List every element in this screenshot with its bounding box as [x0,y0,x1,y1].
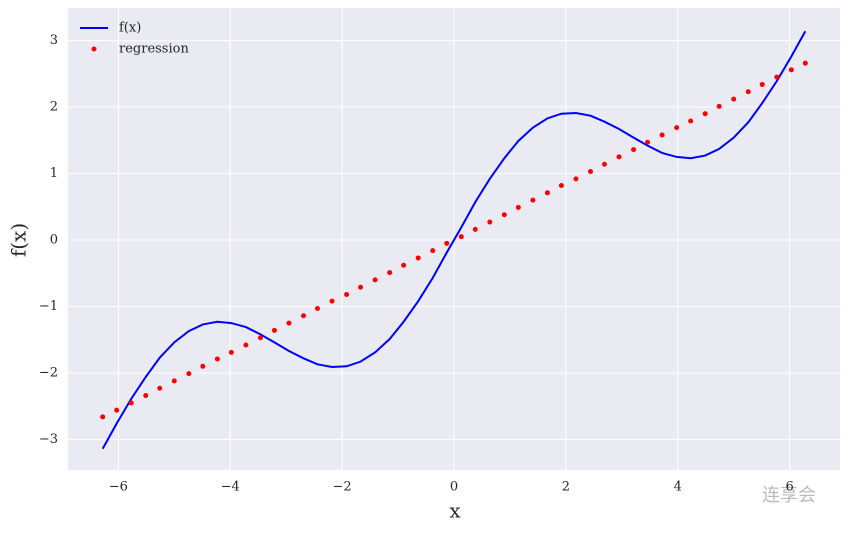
y-tick-label: 1 [50,166,58,181]
y-tick-label: 3 [50,33,58,48]
regression-point [573,176,579,182]
regression-point [171,378,177,384]
regression-point [214,356,220,362]
x-tick-label: 2 [562,480,570,495]
regression-point [487,219,493,225]
regression-point [788,67,794,73]
y-tick-label: 0 [50,232,58,247]
regression-point [530,197,536,203]
x-axis-title: x [449,499,461,523]
regression-point [128,400,134,406]
regression-point [659,132,665,138]
regression-point [329,298,335,304]
regression-point [745,89,751,95]
regression-point [257,335,263,341]
regression-point [458,234,464,240]
y-tick-label: −2 [39,365,58,380]
regression-point [344,292,350,298]
legend-label: f(x) [119,21,141,36]
regression-point [688,118,694,124]
regression-point [301,313,307,319]
regression-point [372,277,378,283]
regression-point [587,169,593,175]
regression-point [358,284,364,290]
regression-point [759,81,765,87]
regression-point [702,111,708,117]
regression-point [716,103,722,109]
regression-point [286,320,292,326]
regression-point [387,270,393,276]
x-tick-label: 0 [450,480,458,495]
regression-point [114,407,120,413]
regression-point [444,240,450,246]
regression-point [731,96,737,102]
regression-point [645,139,651,145]
line-series [101,30,807,450]
regression-point [100,414,106,420]
legend-swatch [91,46,97,52]
x-tick-label: 6 [786,480,794,495]
regression-point [415,255,421,261]
regression-point [243,342,249,348]
x-tick-label: 4 [674,480,682,495]
regression-point [401,262,407,268]
regression-point [774,74,780,80]
x-tick-label: −6 [109,480,128,495]
y-axis-title: f(x) [7,223,31,257]
regression-point [616,154,622,160]
regression-point [674,125,680,131]
regression-point [157,385,163,391]
y-tick-label: −1 [39,299,58,314]
regression-point [430,248,436,254]
regression-point [186,371,192,377]
regression-point [472,226,478,232]
regression-point [802,60,808,66]
regression-point [601,161,607,167]
x-tick-label: −4 [221,480,240,495]
regression-point [544,190,550,196]
y-tick-label: 2 [50,100,58,115]
regression-point [631,147,637,153]
regression-point [143,393,149,399]
y-tick-label: −3 [39,432,58,447]
regression-point [501,212,507,218]
regression-point [228,349,234,355]
x-tick-label: −2 [333,480,352,495]
regression-point [315,305,321,311]
legend-label: regression [119,42,189,57]
watermark: 连享会 [762,485,816,506]
regression-point [558,182,564,188]
regression-point [515,204,521,210]
regression-point [271,327,277,333]
regression-point [200,363,206,369]
